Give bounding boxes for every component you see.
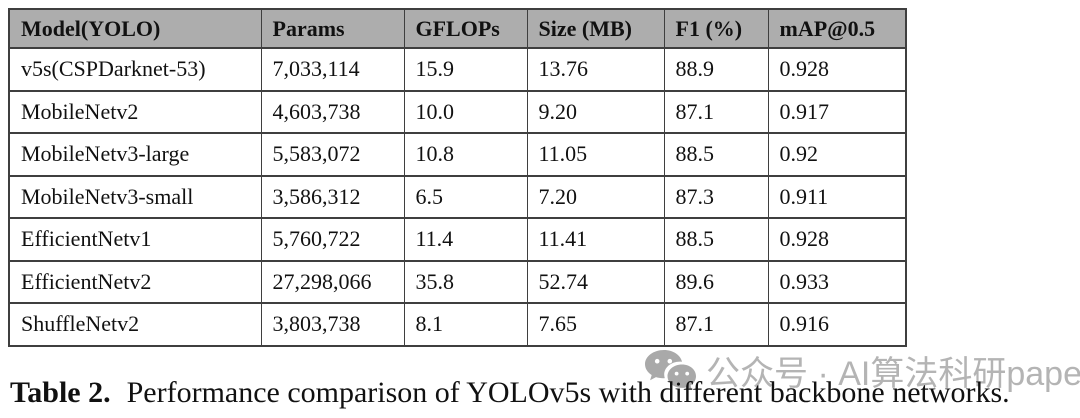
table-cell-r0-c1: 7,033,114 [260,47,405,92]
table-cell-r6-c2: 8.1 [403,302,528,347]
table-cell-r1-c4: 87.1 [663,89,769,134]
table-cell-r4-c4: 88.5 [663,217,769,262]
table-row-5: EfficientNetv2 27,298,066 35.8 52.74 89.6 0.9… [8,259,907,304]
table-cell-r1-c0: MobileNetv2 [8,89,262,134]
caption-text: Performance comparison of YOLOv5s with d… [126,376,1010,409]
table-row-3: MobileNetv3-small 3,586,312 6.5 7.20 87.3 0.9… [8,174,907,219]
table-cell-r2-c3: 11.05 [526,132,665,177]
watermark: 公众号 · AI算法科研paper [643,347,1080,393]
table-cell-r1-c5: 0.917 [767,89,907,134]
comparison-table-wrapper: Model(YOLO) Params GFLOPs Size (MB) F1 (%) mA… [8,8,907,347]
header-row: Model(YOLO) Params GFLOPs Size (MB) F1 (%) mA… [8,8,907,49]
column-header-2: GFLOPs [403,8,528,49]
table-row-6: ShuffleNetv2 3,803,738 8.1 7.65 87.1 0.916 [8,302,907,347]
table-row-2: MobileNetv3-large 5,583,072 10.8 11.05 88.5 0… [8,132,907,177]
table-cell-r4-c1: 5,760,722 [260,217,405,262]
table-row-4: EfficientNetv1 5,760,722 11.4 11.41 88.5 0.92… [8,217,907,262]
column-header-4: F1 (%) [663,8,769,49]
table-row-1: MobileNetv2 4,603,738 10.0 9.20 87.1 0.917 [8,89,907,134]
table-cell-r3-c2: 6.5 [403,174,528,219]
table-cell-r2-c4: 88.5 [663,132,769,177]
table-cell-r4-c0: EfficientNetv1 [8,217,262,262]
table-cell-r1-c3: 9.20 [526,89,665,134]
table-cell-r3-c3: 7.20 [526,174,665,219]
table-cell-r2-c2: 10.8 [403,132,528,177]
table-cell-r0-c3: 13.76 [526,47,665,92]
column-header-1: Params [260,8,405,49]
table-cell-r5-c5: 0.933 [767,259,907,304]
caption-label: Table 2. [10,376,111,409]
table-cell-r0-c0: v5s(CSPDarknet-53) [8,47,262,92]
table-cell-r5-c2: 35.8 [403,259,528,304]
wechat-icon [645,350,696,390]
table-cell-r5-c0: EfficientNetv2 [8,259,262,304]
column-header-5: mAP@0.5 [767,8,907,49]
backbone-comparison-table: Model(YOLO) Params GFLOPs Size (MB) F1 (%) mA… [8,8,907,347]
table-cell-r3-c1: 3,586,312 [260,174,405,219]
table-cell-r5-c3: 52.74 [526,259,665,304]
table-cell-r1-c1: 4,603,738 [260,89,405,134]
table-cell-r4-c5: 0.928 [767,217,907,262]
table-cell-r3-c5: 0.911 [767,174,907,219]
table-cell-r6-c0: ShuffleNetv2 [8,302,262,347]
table-cell-r4-c3: 11.41 [526,217,665,262]
column-header-0: Model(YOLO) [8,8,262,49]
table-cell-r6-c4: 87.1 [663,302,769,347]
table-cell-r0-c4: 88.9 [663,47,769,92]
table-cell-r3-c4: 87.3 [663,174,769,219]
table-cell-r3-c0: MobileNetv3-small [8,174,262,219]
table-body: v5s(CSPDarknet-53) 7,033,114 15.9 13.76 88.9… [8,47,907,347]
column-header-3: Size (MB) [526,8,665,49]
table-cell-r5-c1: 27,298,066 [260,259,405,304]
table-caption: Table 2. Performance comparison of YOLOv5… [10,376,1080,410]
table-cell-r6-c5: 0.916 [767,302,907,347]
table-cell-r2-c1: 5,583,072 [260,132,405,177]
table-cell-r6-c1: 3,803,738 [260,302,405,347]
table-cell-r6-c3: 7.65 [526,302,665,347]
table-cell-r2-c0: MobileNetv3-large [8,132,262,177]
table-row-0: v5s(CSPDarknet-53) 7,033,114 15.9 13.76 88.9… [8,47,907,92]
table-cell-r2-c5: 0.92 [767,132,907,177]
table-cell-r5-c4: 89.6 [663,259,769,304]
table-cell-r0-c2: 15.9 [403,47,528,92]
watermark-text: 公众号 · AI算法科研paper [706,354,1080,393]
table-cell-r4-c2: 11.4 [403,217,528,262]
table-cell-r0-c5: 0.928 [767,47,907,92]
table-cell-r1-c2: 10.0 [403,89,528,134]
